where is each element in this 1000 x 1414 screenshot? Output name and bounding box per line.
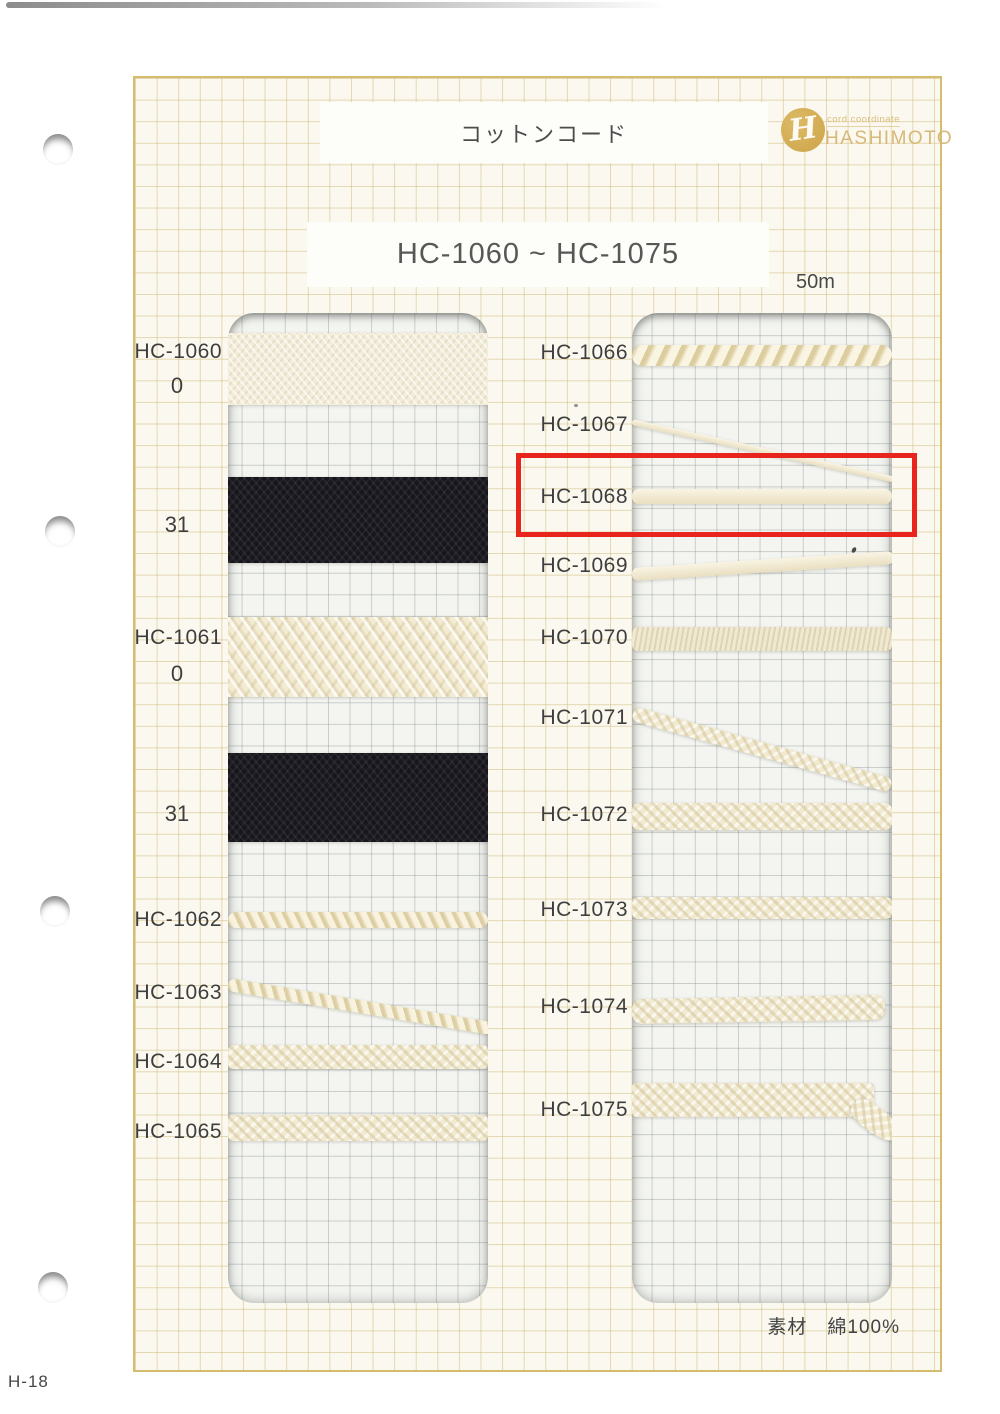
brand-name: HASHIMOTO — [825, 128, 954, 149]
cord-hc1061-black — [228, 753, 488, 842]
cord-hc1068 — [632, 489, 892, 504]
sample-label-hc1064: HC-1064 — [134, 1050, 222, 1073]
punch-hole — [43, 134, 73, 165]
sample-window-right — [632, 313, 892, 1303]
sample-label-hc1067: HC-1067 — [540, 413, 628, 436]
range-heading: HC-1060 ~ HC-1075 — [396, 238, 680, 270]
sample-label-hc1062: HC-1062 — [134, 908, 222, 931]
cord-hc1070 — [632, 627, 892, 651]
cord-hc1061-ecru — [228, 617, 488, 697]
sample-label-hc1066: HC-1066 — [540, 341, 628, 364]
punch-hole — [40, 896, 70, 927]
cord-hc1060-black — [228, 477, 488, 563]
cord-hc1074 — [632, 994, 886, 1025]
variant-label-hc1061-31: 31 — [164, 801, 190, 826]
cord-hc1066 — [632, 345, 892, 366]
cord-hc1071 — [632, 706, 892, 793]
cord-hc1069 — [632, 551, 892, 581]
variant-label-hc1060-31: 31 — [164, 512, 190, 537]
sample-label-hc1074: HC-1074 — [540, 995, 628, 1018]
cord-hc1065 — [228, 1115, 488, 1141]
page-code-label: H-18 — [8, 1372, 49, 1391]
sample-window-left — [228, 313, 488, 1303]
variant-label-hc1060-0: 0 — [170, 373, 184, 398]
sample-label-hc1068: HC-1068 — [540, 485, 628, 508]
brand-monogram: H — [786, 110, 820, 149]
cord-hc1064 — [228, 1045, 488, 1069]
cord-hc1063 — [228, 978, 488, 1036]
variant-label-hc1061-0: 0 — [170, 661, 184, 686]
sample-label-hc1071: HC-1071 — [540, 706, 628, 729]
sample-label-hc1070: HC-1070 — [540, 626, 628, 649]
sample-label-hc1072: HC-1072 — [540, 803, 628, 826]
sample-label-hc1060: HC-1060 — [134, 340, 222, 363]
material-label: 素材 綿100% — [767, 1317, 900, 1338]
brand-logo: H cord coordinate HASHIMOTO — [781, 106, 952, 156]
cord-hc1072 — [632, 803, 892, 830]
brand-monogram-icon: H — [781, 108, 825, 152]
sample-label-hc1075: HC-1075 — [540, 1098, 628, 1121]
title-box: コットンコード — [320, 102, 768, 163]
punch-hole — [45, 516, 75, 547]
cord-hc1060-ecru — [228, 333, 488, 405]
sample-label-hc1073: HC-1073 — [540, 898, 628, 921]
length-label: 50m — [796, 271, 835, 293]
highlight-box — [516, 453, 917, 537]
cord-hc1075 — [632, 1083, 874, 1117]
sample-label-hc1061: HC-1061 — [134, 626, 222, 649]
punch-hole — [38, 1272, 68, 1303]
brand-tagline: cord coordinate — [827, 114, 900, 127]
range-box: HC-1060 ~ HC-1075 — [307, 222, 769, 287]
scan-artifact-line — [6, 2, 668, 8]
sample-label-hc1069: HC-1069 — [540, 554, 628, 577]
scan-speck — [574, 404, 578, 407]
sample-label-hc1065: HC-1065 — [134, 1120, 222, 1143]
cord-hc1073 — [632, 897, 892, 919]
cord-hc1062 — [228, 912, 488, 928]
page-title: コットンコード — [459, 121, 628, 147]
sample-label-hc1063: HC-1063 — [134, 981, 222, 1004]
